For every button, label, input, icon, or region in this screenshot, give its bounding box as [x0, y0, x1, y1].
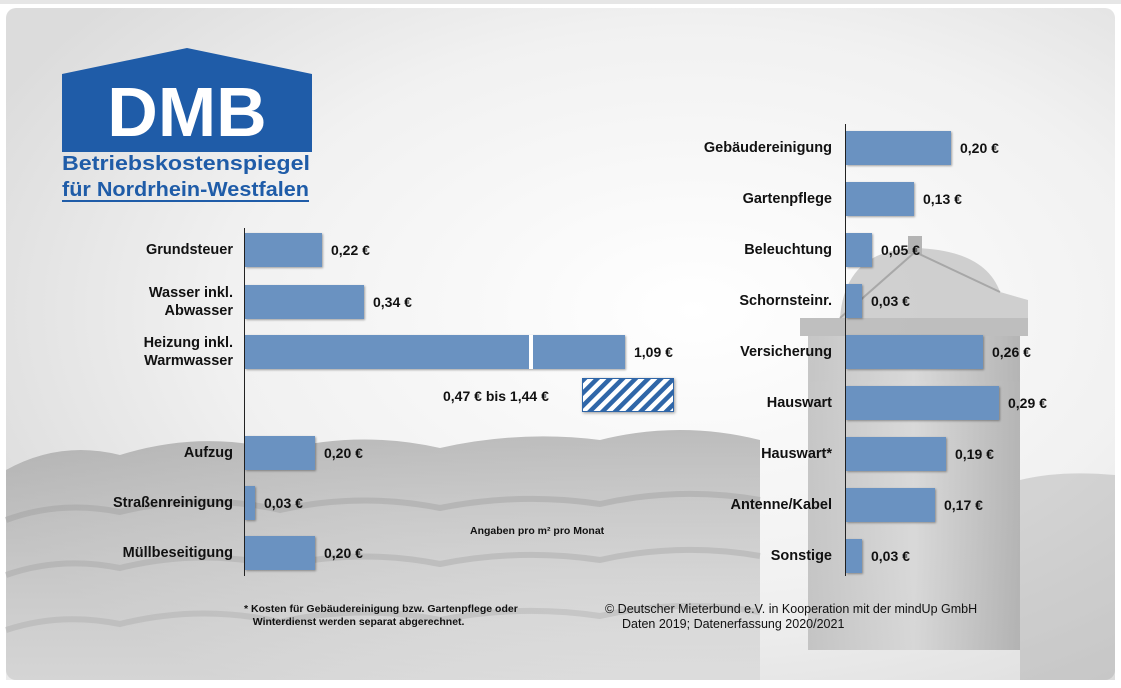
- bar-right-8: [846, 539, 862, 573]
- category-label-right-2: Beleuchtung: [744, 242, 832, 258]
- bar-left-2: [245, 335, 625, 369]
- value-label-right-4: 0,26 €: [992, 344, 1031, 360]
- bar-left-0: [245, 233, 322, 267]
- unit-note: Angaben pro m² pro Monat: [470, 525, 605, 537]
- dmb-logo: DMB Betriebskostenspiegel für Nordrhein-…: [62, 48, 312, 202]
- bar-left-1: [245, 285, 364, 319]
- credit-line2: Daten 2019; Datenerfassung 2020/2021: [622, 617, 845, 631]
- category-label-right-1: Gartenpflege: [742, 191, 832, 207]
- value-label-left-1: 0,34 €: [373, 294, 412, 310]
- value-label-right-7: 0,17 €: [944, 497, 983, 513]
- value-label-right-0: 0,20 €: [960, 140, 999, 156]
- category-label-left-3: Aufzug: [183, 445, 233, 461]
- value-label-right-6: 0,19 €: [955, 446, 994, 462]
- heating-range-label: 0,47 € bis 1,44 €: [443, 388, 549, 404]
- bar-right-0: [846, 131, 951, 165]
- heating-range-hatch: [582, 378, 674, 412]
- value-label-right-3: 0,03 €: [871, 293, 910, 309]
- value-label-left-0: 0,22 €: [331, 242, 370, 258]
- category-label-right-5: Hauswart: [766, 395, 832, 411]
- footnote: * Kosten für Gebäudereinigung bzw. Garte…: [244, 603, 518, 628]
- bar-right-6: [846, 437, 946, 471]
- category-label-right-8: Sonstige: [770, 548, 832, 564]
- value-label-left-3: 0,20 €: [324, 445, 363, 461]
- right-axis-line: [845, 124, 846, 576]
- bar-left-4: [245, 486, 255, 520]
- category-label-left-5: Müllbeseitigung: [122, 545, 233, 561]
- category-label-right-7: Antenne/Kabel: [730, 497, 832, 513]
- category-label-right-3: Schornsteinr.: [739, 293, 832, 309]
- heating-bar-split: [529, 335, 533, 369]
- logo-title-line2: für Nordrhein-Westfalen: [62, 178, 309, 201]
- bar-right-2: [846, 233, 872, 267]
- value-label-right-5: 0,29 €: [1008, 395, 1047, 411]
- category-label-left-1: Wasser inkl. Abwasser: [148, 285, 233, 319]
- credit-line1: © Deutscher Mieterbund e.V. in Kooperati…: [605, 602, 978, 616]
- category-label-left-0: Grundsteuer: [145, 242, 233, 258]
- value-label-right-2: 0,05 €: [881, 242, 920, 258]
- value-label-right-8: 0,03 €: [871, 548, 910, 564]
- logo-text: DMB: [107, 73, 266, 151]
- value-label-right-1: 0,13 €: [923, 191, 962, 207]
- category-label-right-4: Versicherung: [740, 344, 832, 360]
- left-axis-line: [244, 228, 245, 576]
- bar-right-4: [846, 335, 983, 369]
- bar-left-5: [245, 536, 315, 570]
- category-label-left-4: Straßenreinigung: [112, 495, 233, 511]
- bar-left-3: [245, 436, 315, 470]
- roof-tiles: [4, 430, 1115, 680]
- value-label-left-2: 1,09 €: [634, 344, 673, 360]
- category-label-right-6: Hauswart*: [761, 446, 832, 462]
- bar-right-5: [846, 386, 999, 420]
- logo-title-line1: Betriebskostenspiegel: [62, 152, 310, 175]
- value-label-left-4: 0,03 €: [264, 495, 303, 511]
- bar-right-3: [846, 284, 862, 318]
- value-label-left-5: 0,20 €: [324, 545, 363, 561]
- category-label-left-2: Heizung inkl. Warmwasser: [143, 335, 233, 369]
- bar-right-1: [846, 182, 914, 216]
- bar-right-7: [846, 488, 935, 522]
- category-label-right-0: Gebäudereinigung: [703, 140, 832, 156]
